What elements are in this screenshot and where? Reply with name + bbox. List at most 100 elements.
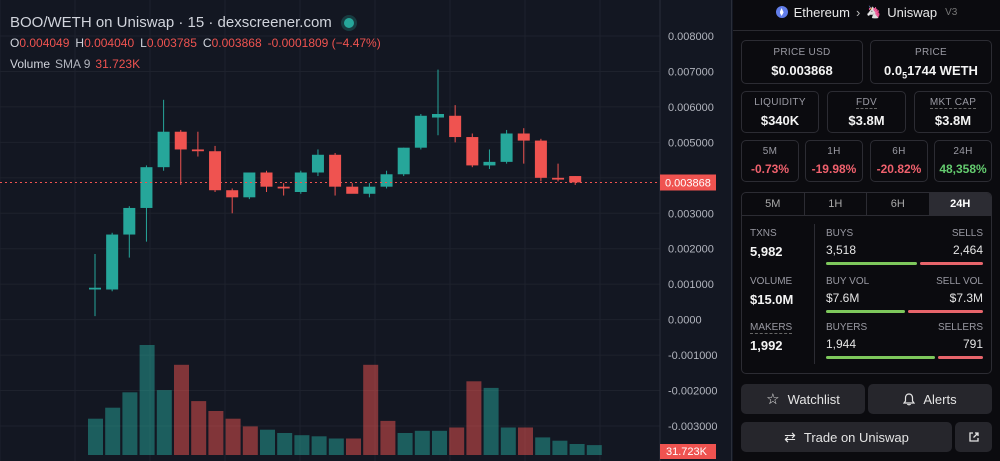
candle-body (157, 131, 170, 168)
makers-label[interactable]: MAKERS (750, 322, 793, 334)
change-5m-value: -0.73% (750, 162, 790, 176)
volume-bar (586, 445, 602, 455)
buyers-sellers-ratio-bar (826, 356, 983, 359)
candle-body (106, 234, 119, 290)
change-24h-label: 24H (953, 146, 973, 157)
price-native-rest: 1744 WETH (907, 63, 978, 78)
fdv-value: $3.8M (848, 113, 885, 128)
candle-body (123, 207, 136, 235)
sellers-label: SELLERS (937, 322, 983, 333)
dex-link[interactable]: Uniswap (887, 4, 938, 20)
timeframe-tabs: 5M 1H 6H 24H (741, 192, 992, 216)
change-6h-label: 6H (892, 146, 906, 157)
price-usd-value: $0.003868 (771, 63, 833, 78)
trade-label: Trade on Uniswap (803, 429, 909, 445)
y-tick-label: 0.006000 (668, 102, 714, 114)
price-usd-label: PRICE USD (773, 47, 831, 58)
candle-body (517, 133, 530, 141)
candle-body (363, 186, 376, 194)
buy-sell-volume-stat: BUY VOL SELL VOL $7.6M $7.3M (826, 276, 983, 313)
change-6h-value: -20.82% (876, 162, 922, 176)
candle-body (552, 177, 565, 180)
volume-bar (363, 364, 379, 455)
price-native-value: 0.051744 WETH (871, 63, 991, 81)
watchlist-label: Watchlist (787, 391, 840, 407)
buys-sells-stat: BUYS SELLS 3,518 2,464 (826, 228, 983, 265)
candle-body (414, 115, 427, 148)
change-1h-value: -19.98% (811, 162, 857, 176)
candle-body (243, 172, 256, 198)
candle-body (140, 167, 153, 208)
low-value: 0.003785 (146, 36, 197, 50)
volume-bar (105, 407, 121, 455)
mkt-cap-box: MKT CAP $3.8M (914, 91, 992, 133)
change-6h-box[interactable]: 6H -20.82% (870, 140, 928, 182)
candle-body (500, 133, 513, 162)
transaction-stats: TXNS 5,982 VOLUME $15.0M MAKERS 1,992 BU… (741, 216, 992, 374)
dex-version-badge: V3 (945, 6, 958, 18)
pair-info-panel: Ethereum › 🦄 Uniswap V3 PRICE USD $0.003… (733, 0, 1000, 461)
last-price-label: 0.003868 (665, 177, 711, 189)
buyers-value: 1,944 (826, 337, 857, 351)
candle-body (191, 149, 204, 152)
buyers-bar (826, 356, 936, 359)
buys-bar (826, 262, 917, 265)
external-link-button[interactable] (955, 422, 992, 452)
sma-label: SMA 9 (55, 57, 91, 71)
volume-bar (500, 427, 516, 455)
chart-legend: BOO/WETH on Uniswap · 15 · dexscreener.c… (10, 14, 381, 71)
alerts-label: Alerts (923, 391, 957, 407)
volume-bar (225, 418, 241, 455)
volume-bar (414, 430, 430, 455)
tab-5m[interactable]: 5M (742, 193, 805, 215)
volume-bar (552, 440, 568, 455)
tab-6h[interactable]: 6H (867, 193, 930, 215)
sell-vol-bar (907, 310, 983, 313)
candle-body (346, 186, 359, 194)
candle-body (89, 287, 101, 290)
watchlist-button[interactable]: ☆ Watchlist (741, 384, 865, 414)
external-link-icon (968, 432, 979, 442)
y-tick-label: 0.0000 (668, 315, 702, 327)
ohlc-readout: O0.004049 H0.004040 L0.003785 C0.003868 … (10, 36, 381, 50)
price-native-zero-count: 5 (902, 70, 908, 81)
volume-bar (449, 427, 465, 455)
txns-label: TXNS (750, 228, 777, 239)
change-1h-box[interactable]: 1H -19.98% (805, 140, 863, 182)
volume-readout: Volume SMA 9 31.723K (10, 57, 381, 71)
price-usd-box: PRICE USD $0.003868 (741, 40, 863, 84)
chart-pane[interactable]: 0.0080000.0070000.0060000.0050000.004000… (0, 0, 732, 461)
volume-bar (294, 435, 310, 455)
y-tick-label: 0.007000 (668, 66, 714, 78)
volume-bar (311, 436, 327, 455)
volume-tag-label: 31.723K (666, 446, 708, 458)
volume-stat-value: $15.0M (750, 292, 794, 307)
makers-stat: MAKERS 1,992 (750, 322, 793, 353)
alerts-button[interactable]: Alerts (868, 384, 992, 414)
open-key: O (10, 36, 20, 50)
ethereum-icon (775, 6, 788, 18)
fdv-box: FDV $3.8M (827, 91, 906, 133)
volume-label: Volume (10, 57, 51, 71)
mkt-cap-label[interactable]: MKT CAP (929, 97, 977, 109)
change-5m-box[interactable]: 5M -0.73% (741, 140, 799, 182)
tab-24h[interactable]: 24H (929, 193, 991, 215)
volume-bar (242, 426, 258, 455)
liquidity-label: LIQUIDITY (754, 97, 806, 108)
volume-stat-label: VOLUME (750, 276, 793, 287)
candle-body (397, 147, 410, 175)
chain-link[interactable]: Ethereum (793, 4, 850, 20)
candle-body (277, 186, 290, 189)
sellers-value: 791 (962, 337, 983, 351)
star-icon: ☆ (766, 391, 780, 408)
volume-bar (397, 433, 413, 455)
candlestick-chart[interactable]: 0.0080000.0070000.0060000.0050000.004000… (0, 0, 732, 461)
volume-bar (328, 438, 344, 455)
volume-bar (346, 438, 361, 455)
sells-value: 2,464 (952, 243, 983, 257)
tab-1h[interactable]: 1H (805, 193, 867, 215)
high-key: H (75, 36, 85, 50)
fdv-label[interactable]: FDV (856, 97, 877, 109)
trade-button[interactable]: ⇄ Trade on Uniswap (741, 422, 952, 452)
change-24h-box[interactable]: 24H 48,358% (934, 140, 992, 182)
